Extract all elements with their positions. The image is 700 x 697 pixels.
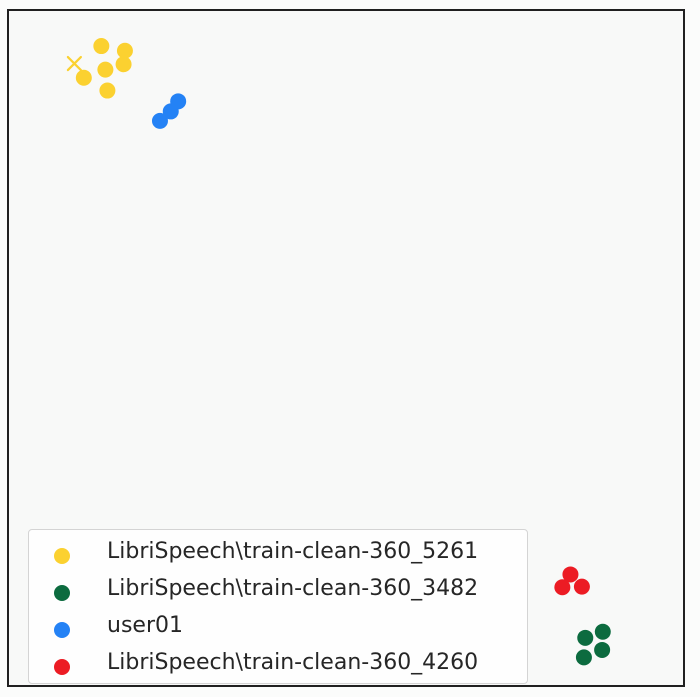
scatter-point-series-0-1 bbox=[116, 42, 133, 59]
scatter-point-series-2-1 bbox=[577, 629, 594, 646]
scatter-point-series-3-2 bbox=[151, 112, 168, 129]
scatter-point-series-0-2 bbox=[115, 56, 132, 73]
scatter-point-series-4-0 bbox=[562, 566, 579, 583]
scatter-point-series-3-1 bbox=[162, 103, 179, 120]
scatter-point-series-0-0 bbox=[93, 38, 110, 55]
scatter-point-series-4-1 bbox=[554, 579, 571, 596]
legend-item: LibriSpeech\train-clean-360_4260 bbox=[29, 646, 527, 680]
scatter-point-series-4-2 bbox=[573, 578, 590, 595]
legend: LibriSpeech\train-clean-360_5261 LibriSp… bbox=[28, 529, 528, 684]
legend-marker-3482 bbox=[54, 585, 70, 601]
scatter-point-series-2-0 bbox=[594, 623, 611, 640]
legend-label-4260: LibriSpeech\train-clean-360_4260 bbox=[107, 650, 479, 675]
legend-label-user01: user01 bbox=[107, 613, 183, 638]
legend-item: LibriSpeech\train-clean-360_5261 bbox=[29, 535, 527, 569]
legend-marker-5261 bbox=[54, 548, 70, 564]
scatter-point-series-2-2 bbox=[594, 641, 611, 658]
plot-area: LibriSpeech\train-clean-360_5261 LibriSp… bbox=[7, 9, 685, 687]
scatter-point-series-0-5 bbox=[99, 82, 116, 99]
legend-item: LibriSpeech\train-clean-360_3482 bbox=[29, 572, 527, 606]
scatter-point-series-2-3 bbox=[575, 649, 592, 666]
query-point-x-marker bbox=[66, 55, 82, 72]
legend-item: user01 bbox=[29, 609, 527, 643]
legend-label-5261: LibriSpeech\train-clean-360_5261 bbox=[107, 539, 479, 564]
legend-label-3482: LibriSpeech\train-clean-360_3482 bbox=[107, 576, 479, 601]
legend-marker-4260 bbox=[54, 659, 70, 675]
legend-marker-user01 bbox=[54, 622, 70, 638]
scatter-plot bbox=[66, 38, 611, 666]
scatter-point-series-0-3 bbox=[97, 61, 114, 78]
scatter-point-series-0-4 bbox=[75, 69, 92, 86]
